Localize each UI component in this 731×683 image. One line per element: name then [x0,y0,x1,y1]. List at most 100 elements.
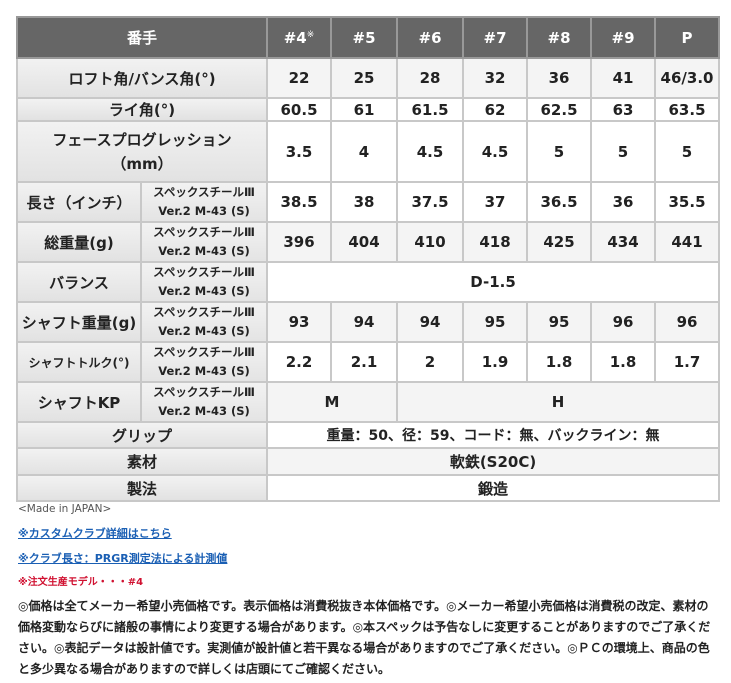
made-in-japan: <Made in JAPAN> [18,503,112,515]
cell: 36.5 [526,181,593,223]
cell: 4.5 [462,120,529,183]
row-label: シャフト重量(g) [16,301,142,343]
cell: H [396,381,721,423]
row-material: 素材 軟鉄(S20C) [15,447,721,476]
shaft-name: スペックスチールⅢ Ver.2 M-43 (S) [139,301,269,343]
row-total-weight: 総重量(g) スペックスチールⅢ Ver.2 M-43 (S) 396 404 410… [16,221,721,263]
cell: 434 [590,221,657,263]
row-loft: ロフト角/バンス角(°) 22 25 28 32 36 41 46/3.0 [15,57,721,99]
row-label: シャフトKP [16,381,142,423]
cell: 37 [462,181,529,223]
cell: 95 [526,301,593,343]
row-label: フェースプログレッション （mm） [15,120,269,183]
row-length: 長さ（インチ） スペックスチールⅢ Ver.2 M-43 (S) 38.5 38 37… [16,181,721,223]
row-grip: グリップ 重量：50、径：59、コード：無、バックライン：無 [15,421,721,449]
cell: 93 [266,301,333,343]
cell: 1.8 [590,341,657,383]
cell: 63 [590,97,657,122]
col-header: #6 [396,16,465,59]
cell: 38 [330,181,399,223]
cell: 22 [266,57,333,99]
cell: 重量：50、径：59、コード：無、バックライン：無 [266,421,721,449]
cell: M [266,381,399,423]
cell: 441 [654,221,721,263]
shaft-name: スペックスチールⅢ Ver.2 M-43 (S) [139,381,269,423]
header-label: 番手 [15,16,269,59]
cell: 36 [526,57,593,99]
cell: 61.5 [396,97,465,122]
cell: 2 [396,341,465,383]
cell: 396 [266,221,333,263]
cell: 5 [654,120,721,183]
col-header: P [654,16,721,59]
row-label: ロフト角/バンス角(°) [15,57,269,99]
shaft-name: スペックスチールⅢ Ver.2 M-43 (S) [139,341,269,383]
row-label: ライ角(°) [15,97,269,122]
col-header: #5 [330,16,399,59]
col-header: #8 [526,16,593,59]
row-label: バランス [16,261,142,303]
cell: 28 [396,57,465,99]
cell: 46/3.0 [654,57,721,99]
row-lie: ライ角(°) 60.5 61 61.5 62 62.5 63 63.5 [15,97,721,122]
row-label: 総重量(g) [16,221,142,263]
order-model-note: ※注文生産モデル・・・#4 [18,577,144,588]
cell: 25 [330,57,399,99]
cell: 軟鉄(S20C) [266,447,721,476]
row-method: 製法 鍛造 [15,474,721,502]
cell: D-1.5 [266,261,721,303]
row-shaft-torque: シャフトトルク(°) スペックスチールⅢ Ver.2 M-43 (S) 2.2 2.… [16,341,721,383]
shaft-name: スペックスチールⅢ Ver.2 M-43 (S) [139,221,269,263]
col-header: #7 [462,16,529,59]
cell: 41 [590,57,657,99]
shaft-name: スペックスチールⅢ Ver.2 M-43 (S) [139,261,269,303]
row-shaft-kp: シャフトKP スペックスチールⅢ Ver.2 M-43 (S) M H [16,381,721,423]
cell: 1.7 [654,341,721,383]
row-label: 長さ（インチ） [16,181,142,223]
cell: 410 [396,221,465,263]
cell: 2.2 [266,341,333,383]
row-balance: バランス スペックスチールⅢ Ver.2 M-43 (S) D-1.5 [16,261,721,303]
cell: 32 [462,57,529,99]
cell: 4 [330,120,399,183]
cell: 36 [590,181,657,223]
cell: 425 [526,221,593,263]
row-shaft-weight: シャフト重量(g) スペックスチールⅢ Ver.2 M-43 (S) 93 94 94… [16,301,721,343]
cell: 37.5 [396,181,465,223]
header-row: 番手 #4※ #5 #6 #7 #8 #9 P [15,16,721,59]
cell: 1.8 [526,341,593,383]
cell: 96 [654,301,721,343]
cell: 60.5 [266,97,333,122]
cell: 94 [330,301,399,343]
col-header: #4※ [266,16,333,59]
row-label: 素材 [15,447,269,476]
custom-club-link[interactable]: ※カスタムクラブ詳細はこちら [18,527,172,540]
cell: 5 [590,120,657,183]
cell: 63.5 [654,97,721,122]
cell: 62.5 [526,97,593,122]
cell: 96 [590,301,657,343]
cell: 35.5 [654,181,721,223]
club-length-link[interactable]: ※クラブ長さ：PRGR測定法による計測値 [18,552,228,565]
cell: 1.9 [462,341,529,383]
cell: 5 [526,120,593,183]
row-label: シャフトトルク(°) [16,341,142,383]
row-label: 製法 [15,474,269,502]
row-face-progression: フェースプログレッション （mm） 3.5 4 4.5 4.5 5 5 5 [15,120,721,183]
cell: 95 [462,301,529,343]
cell: 38.5 [266,181,333,223]
cell: 62 [462,97,529,122]
row-label: グリップ [15,421,269,449]
cell: 94 [396,301,465,343]
cell: 61 [330,97,399,122]
shaft-name: スペックスチールⅢ Ver.2 M-43 (S) [139,181,269,223]
col-header: #9 [590,16,657,59]
spec-table: 番手 #4※ #5 #6 #7 #8 #9 P ロフト角/バンス角(°) 22 2… [15,16,721,502]
cell: 418 [462,221,529,263]
cell: 404 [330,221,399,263]
cell: 3.5 [266,120,333,183]
cell: 2.1 [330,341,399,383]
cell: 4.5 [396,120,465,183]
disclaimer: ◎価格は全てメーカー希望小売価格です。表示価格は消費税抜き本体価格です。◎メーカ… [18,599,711,676]
cell: 鍛造 [266,474,721,502]
